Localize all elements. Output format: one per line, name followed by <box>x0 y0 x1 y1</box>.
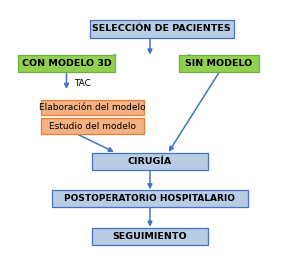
Text: CON MODELO 3D: CON MODELO 3D <box>22 59 111 68</box>
FancyBboxPatch shape <box>92 228 208 245</box>
FancyBboxPatch shape <box>89 20 233 38</box>
Text: SELECCIÓN DE PACIENTES: SELECCIÓN DE PACIENTES <box>92 24 231 34</box>
FancyBboxPatch shape <box>40 100 144 115</box>
Text: SIN MODELO: SIN MODELO <box>185 59 253 68</box>
Text: TAC: TAC <box>74 79 91 88</box>
Text: SEGUIMIENTO: SEGUIMIENTO <box>113 232 187 240</box>
FancyBboxPatch shape <box>92 153 208 170</box>
FancyBboxPatch shape <box>179 55 260 72</box>
FancyBboxPatch shape <box>52 190 248 207</box>
Text: CIRUGÍA: CIRUGÍA <box>128 157 172 166</box>
Text: Estudio del modelo: Estudio del modelo <box>49 121 136 131</box>
Text: POSTOPERATORIO HOSPITALARIO: POSTOPERATORIO HOSPITALARIO <box>64 194 236 203</box>
FancyBboxPatch shape <box>40 118 144 134</box>
FancyBboxPatch shape <box>17 55 116 72</box>
Text: Elaboración del modelo: Elaboración del modelo <box>39 103 146 112</box>
